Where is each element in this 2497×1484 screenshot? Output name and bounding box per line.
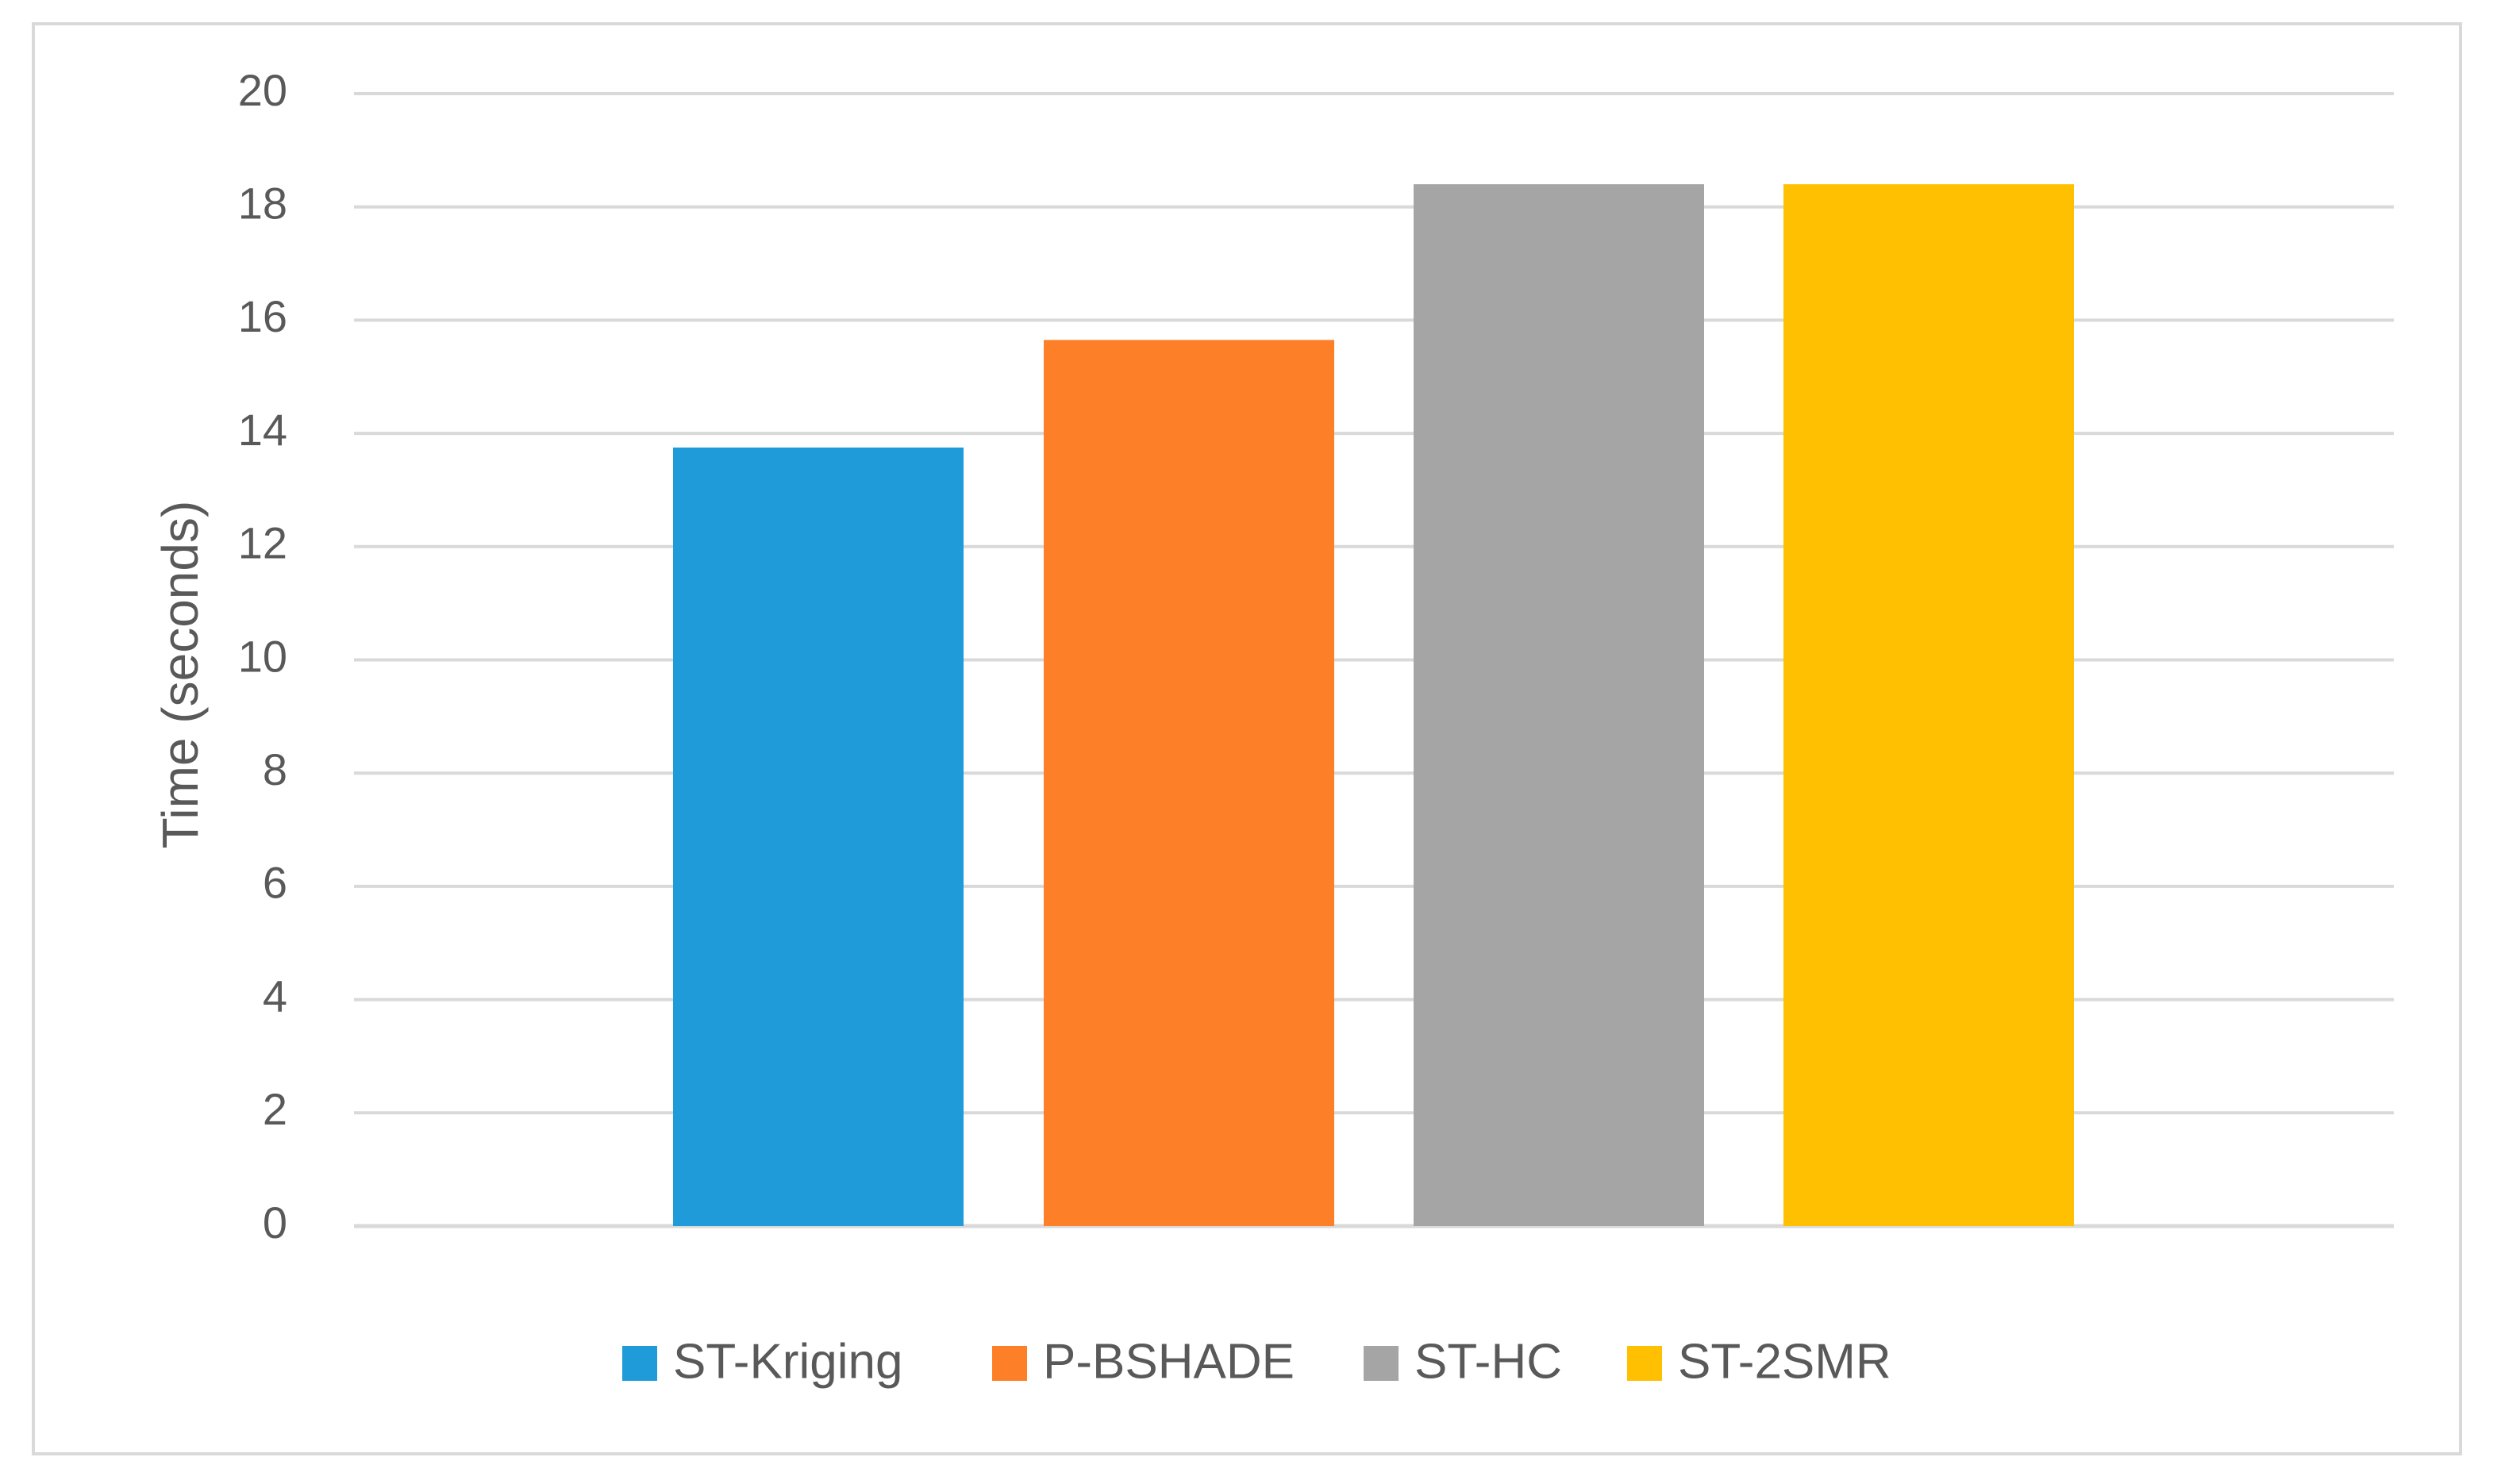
bar-st-2smr — [1783, 184, 2074, 1226]
legend-swatch-st-kriging — [622, 1346, 657, 1381]
legend-label-st-kriging: ST-Kriging — [673, 1334, 902, 1389]
legend-item-st-hc: ST-HC — [1364, 1334, 1562, 1389]
y-tick-label-8: 8 — [263, 744, 287, 794]
bars — [673, 184, 2074, 1226]
legend-swatch-st-hc — [1364, 1346, 1399, 1381]
bar-p-bshade — [1044, 340, 1334, 1226]
y-axis-title: Time (seconds) — [152, 501, 209, 849]
legend-item-p-bshade: P-BSHADE — [992, 1334, 1295, 1389]
bar-st-kriging — [673, 447, 964, 1226]
y-tick-label-12: 12 — [238, 518, 287, 568]
y-tick-label-6: 6 — [263, 858, 287, 908]
legend-item-st-kriging: ST-Kriging — [622, 1334, 902, 1389]
y-tick-label-10: 10 — [238, 631, 287, 681]
y-tick-label-16: 16 — [238, 291, 287, 341]
y-tick-label-18: 18 — [238, 178, 287, 228]
legend-label-p-bshade: P-BSHADE — [1043, 1334, 1295, 1389]
y-tick-label-4: 4 — [263, 971, 287, 1021]
y-tick-label-14: 14 — [238, 405, 287, 455]
gridlines — [354, 92, 2394, 1228]
legend: ST-Kriging P-BSHADE ST-HC ST-2SMR — [622, 1334, 1891, 1389]
legend-item-st-2smr: ST-2SMR — [1627, 1334, 1891, 1389]
y-tick-label-20: 20 — [238, 65, 287, 115]
legend-swatch-p-bshade — [992, 1346, 1027, 1381]
y-axis-ticks: 0 2 4 6 8 10 12 14 16 18 20 — [238, 65, 287, 1248]
bar-st-hc — [1414, 184, 1704, 1226]
y-tick-label-2: 2 — [263, 1084, 287, 1134]
legend-swatch-st-2smr — [1627, 1346, 1662, 1381]
legend-label-st-2smr: ST-2SMR — [1678, 1334, 1891, 1389]
legend-label-st-hc: ST-HC — [1414, 1334, 1562, 1389]
y-tick-label-0: 0 — [263, 1198, 287, 1248]
